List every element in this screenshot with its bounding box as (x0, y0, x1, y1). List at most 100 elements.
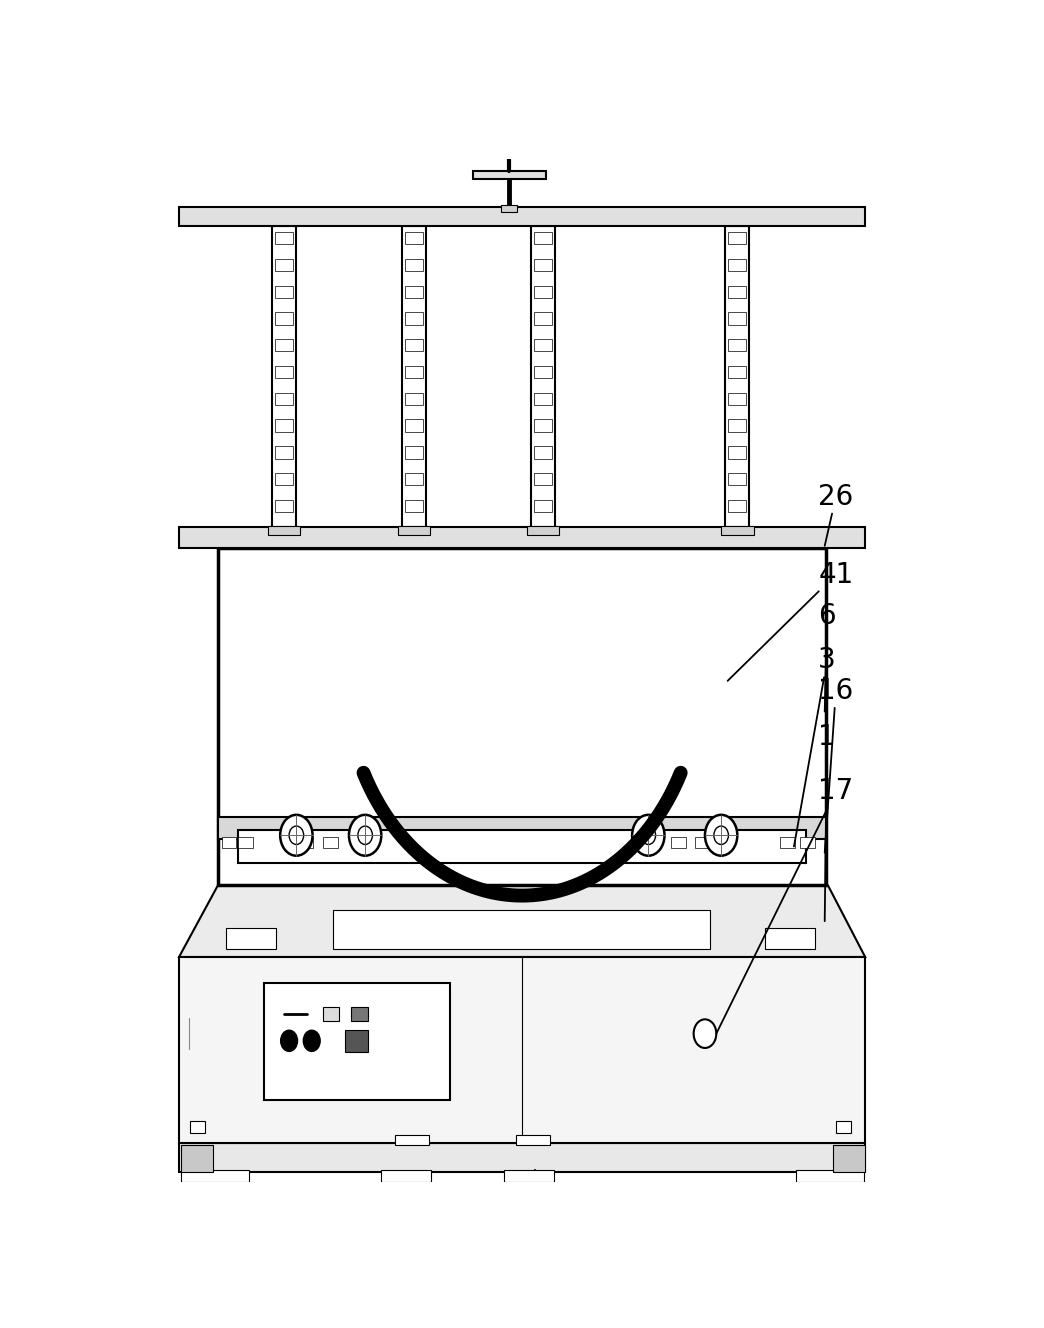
Bar (276, 499, 293, 513)
Bar (796, 1170, 864, 1182)
Bar (276, 339, 293, 352)
Bar (395, 1135, 429, 1145)
Bar (238, 830, 806, 863)
Bar (527, 526, 560, 535)
Bar (181, 1170, 250, 1182)
Bar (695, 838, 710, 847)
Circle shape (714, 826, 729, 845)
Bar (276, 259, 293, 271)
Bar (535, 420, 552, 432)
Bar (405, 286, 423, 297)
Bar (729, 473, 746, 485)
Bar (801, 838, 815, 847)
Bar (729, 312, 746, 324)
Bar (405, 259, 423, 271)
Bar (780, 838, 794, 847)
Bar (729, 259, 746, 271)
Bar (405, 420, 423, 432)
Bar (323, 1007, 339, 1021)
Circle shape (304, 1031, 319, 1050)
Bar (729, 232, 746, 244)
Text: 41: 41 (728, 560, 854, 681)
Bar (238, 838, 253, 847)
Bar (535, 259, 552, 271)
Circle shape (693, 1020, 716, 1048)
Bar (218, 548, 827, 886)
Bar (516, 1135, 549, 1145)
Bar (190, 1121, 205, 1133)
Bar (268, 526, 301, 535)
Text: 16: 16 (818, 677, 854, 853)
Bar (535, 286, 552, 297)
Circle shape (500, 135, 518, 157)
Bar (405, 499, 423, 513)
Bar (218, 817, 827, 839)
Bar (333, 910, 710, 948)
Bar (501, 206, 517, 211)
Bar (833, 1145, 865, 1171)
Bar (535, 312, 552, 324)
Polygon shape (180, 886, 865, 957)
Bar (671, 838, 686, 847)
Bar (299, 838, 313, 847)
Bar (323, 838, 337, 847)
Bar (836, 1121, 851, 1133)
Text: 17: 17 (716, 777, 854, 1033)
Bar (402, 226, 426, 527)
Bar (405, 393, 423, 405)
Text: 1: 1 (818, 724, 836, 922)
Bar (729, 339, 746, 352)
Bar (180, 207, 865, 226)
Bar (276, 367, 293, 378)
Bar (276, 312, 293, 324)
Bar (531, 226, 555, 527)
Circle shape (705, 815, 737, 855)
Bar (473, 170, 546, 179)
Circle shape (289, 826, 304, 845)
Bar (181, 1145, 213, 1171)
Bar (729, 499, 746, 513)
Bar (405, 232, 423, 244)
Bar (535, 339, 552, 352)
Bar (729, 367, 746, 378)
Bar (276, 232, 293, 244)
Bar (504, 1170, 554, 1182)
Bar (405, 473, 423, 485)
Bar (276, 473, 293, 485)
Bar (222, 838, 237, 847)
Bar (765, 928, 815, 948)
Circle shape (641, 826, 656, 845)
Bar (180, 527, 865, 548)
Bar (535, 232, 552, 244)
Bar (180, 1143, 865, 1171)
Text: 26: 26 (818, 483, 854, 546)
Bar (345, 1029, 367, 1052)
Bar (535, 499, 552, 513)
Bar (535, 446, 552, 458)
Circle shape (358, 826, 373, 845)
Bar (535, 393, 552, 405)
Circle shape (633, 815, 665, 855)
Circle shape (280, 815, 312, 855)
Bar (351, 1007, 369, 1021)
Bar (726, 226, 750, 527)
Bar (276, 420, 293, 432)
Bar (729, 286, 746, 297)
Bar (405, 312, 423, 324)
Bar (398, 526, 430, 535)
Bar (264, 983, 450, 1100)
Bar (405, 446, 423, 458)
Bar (405, 367, 423, 378)
Bar (535, 473, 552, 485)
Bar (226, 928, 276, 948)
Bar (276, 286, 293, 297)
Bar (729, 446, 746, 458)
Circle shape (349, 815, 381, 855)
Bar (405, 339, 423, 352)
Bar (272, 226, 296, 527)
Bar (729, 393, 746, 405)
Bar (381, 1170, 431, 1182)
Bar (721, 526, 754, 535)
Text: 6: 6 (818, 603, 836, 712)
Bar (729, 420, 746, 432)
